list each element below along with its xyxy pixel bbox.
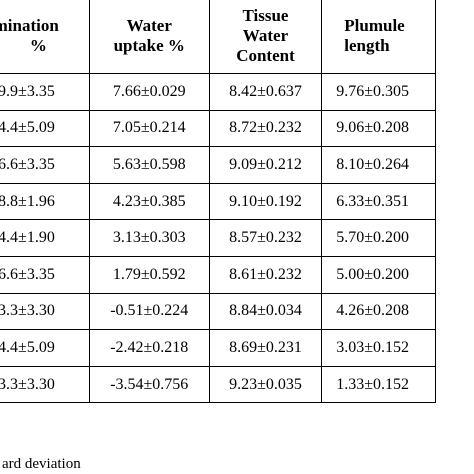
header-line: uptake % [113, 36, 185, 55]
table-cell: 9.23±0.035 [208, 365, 323, 404]
table-row: 9.9±3.35 7.66±0.029 8.42±0.637 9.76±0.30… [0, 73, 436, 111]
table-cell: -3.54±0.756 [88, 365, 210, 404]
header-water-uptake: Water uptake % [88, 0, 210, 74]
table-cell: 6.6±3.35 [0, 255, 90, 294]
header-line: % [29, 36, 47, 55]
table-row: 4.4±5.09 -2.42±0.218 8.69±0.231 3.03±0.1… [0, 329, 436, 367]
table-cell: 6.33±0.351 [321, 182, 436, 221]
table-cell: 8.61±0.232 [208, 255, 323, 294]
table-row: 8.8±1.96 4.23±0.385 9.10±0.192 6.33±0.35… [0, 182, 436, 221]
table-cell: 9.10±0.192 [208, 182, 323, 221]
table-cell: 8.42±0.637 [208, 73, 323, 111]
table-cell: 1.79±0.592 [88, 255, 210, 294]
table-row: 4.4±1.90 3.13±0.303 8.57±0.232 5.70±0.20… [0, 219, 436, 257]
table-cell: 4.23±0.385 [88, 182, 210, 221]
table-cell: 5.00±0.200 [321, 255, 436, 294]
header-line: Tissue [242, 6, 289, 25]
header-plumule-length: Plumule length [321, 0, 436, 74]
table-cell: 4.4±1.90 [0, 219, 90, 257]
table-cell: 8.84±0.034 [208, 292, 323, 331]
table-row: 4.4±5.09 7.05±0.214 8.72±0.232 9.06±0.20… [0, 109, 436, 148]
header-line: Content [236, 46, 295, 65]
table-row: 3.3±3.30 -3.54±0.756 9.23±0.035 1.33±0.1… [0, 365, 436, 404]
table-cell: 3.03±0.152 [321, 329, 436, 367]
table-cell: 4.26±0.208 [321, 292, 436, 331]
table-cell: 9.09±0.212 [208, 146, 323, 184]
header-line: Plumule [344, 16, 405, 35]
table-cell: 9.9±3.35 [0, 73, 90, 111]
table-cell: 9.06±0.208 [321, 109, 436, 148]
table-cell: 3.3±3.30 [0, 292, 90, 331]
table-cell: 8.72±0.232 [208, 109, 323, 148]
table-cell: 3.3±3.30 [0, 365, 90, 404]
header-line: Water [242, 26, 289, 45]
table-row: 6.6±3.35 5.63±0.598 9.09±0.212 8.10±0.26… [0, 146, 436, 184]
table-row: 3.3±3.30 -0.51±0.224 8.84±0.034 4.26±0.2… [0, 292, 436, 331]
header-line: rmination [0, 16, 59, 35]
header-row: rmination % Water uptake % Tissue Water … [0, 0, 436, 74]
table-cell: 3.13±0.303 [88, 219, 210, 257]
table-cell: 8.8±1.96 [0, 182, 90, 221]
header-line: length [344, 36, 390, 55]
header-germination: rmination % [0, 0, 90, 74]
table-cell: 9.76±0.305 [321, 73, 436, 111]
table-cell: -2.42±0.218 [88, 329, 210, 367]
header-tissue-water-content: Tissue Water Content [208, 0, 323, 74]
table-cell: 1.33±0.152 [321, 365, 436, 404]
table-cell: 8.57±0.232 [208, 219, 323, 257]
table-header: rmination % Water uptake % Tissue Water … [0, 0, 436, 74]
table-cell: 4.4±5.09 [0, 329, 90, 367]
table-cell: -0.51±0.224 [88, 292, 210, 331]
table-footnote: ard deviation [2, 456, 81, 472]
table-cell: 7.05±0.214 [88, 109, 210, 148]
table-cell: 5.70±0.200 [321, 219, 436, 257]
table-cell: 8.10±0.264 [321, 146, 436, 184]
header-line: Water [126, 16, 172, 35]
table-row: 6.6±3.35 1.79±0.592 8.61±0.232 5.00±0.20… [0, 255, 436, 294]
table-cell: 8.69±0.231 [208, 329, 323, 367]
table-cell: 4.4±5.09 [0, 109, 90, 148]
data-table: rmination % Water uptake % Tissue Water … [0, 0, 436, 404]
table-body: 9.9±3.35 7.66±0.029 8.42±0.637 9.76±0.30… [0, 73, 436, 404]
table-cell: 6.6±3.35 [0, 146, 90, 184]
table-cell: 7.66±0.029 [88, 73, 210, 111]
table-cell: 5.63±0.598 [88, 146, 210, 184]
